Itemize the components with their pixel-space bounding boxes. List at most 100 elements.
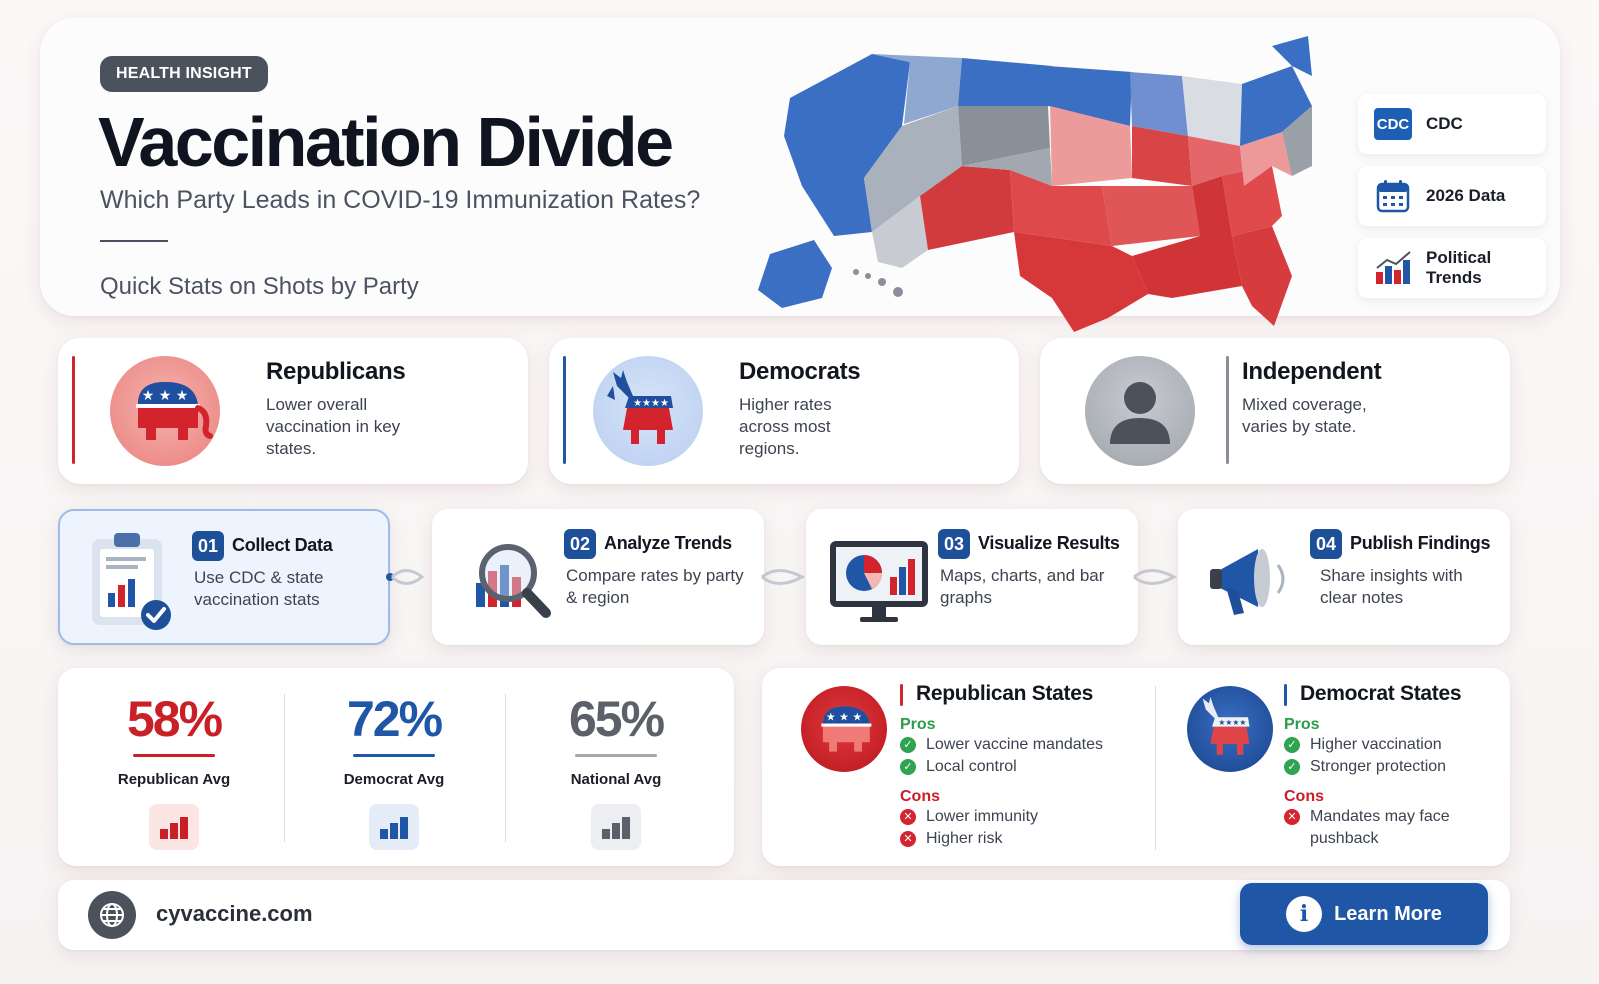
avg-label: National Avg bbox=[570, 771, 662, 788]
website-link[interactable]: cyvaccine.com bbox=[156, 901, 313, 926]
con-item: ✕ Lower immunity bbox=[900, 806, 1103, 828]
bar-chart-icon bbox=[1374, 249, 1412, 287]
avg-label: Democrat Avg bbox=[343, 771, 445, 788]
source-trends: Political Trends bbox=[1358, 238, 1546, 298]
svg-text:★ ★ ★: ★ ★ ★ bbox=[826, 710, 863, 723]
bar-chart-icon bbox=[369, 804, 419, 850]
svg-text:★★★★: ★★★★ bbox=[633, 398, 669, 409]
republican-states-column: Republican States Pros ✓ Lower vaccine ma… bbox=[900, 682, 1103, 850]
svg-text:★ ★ ★: ★ ★ ★ bbox=[142, 388, 189, 404]
step-connector bbox=[1133, 569, 1178, 585]
pros-cons-panel: ★ ★ ★ Republican States Pros ✓ Lower vacc… bbox=[762, 668, 1510, 866]
x-icon: ✕ bbox=[900, 831, 916, 847]
party-card-democrats: ★★★★ Democrats Higher rates across most … bbox=[549, 338, 1019, 484]
learn-more-button[interactable]: i Learn More bbox=[1240, 883, 1488, 945]
step-title: Collect Data bbox=[232, 535, 333, 555]
source-label: 2026 Data bbox=[1426, 186, 1506, 205]
pros-heading: Pros bbox=[900, 716, 936, 733]
donkey-icon: ★★★★ bbox=[593, 356, 703, 466]
step-description: Maps, charts, and bar graphs bbox=[940, 566, 1105, 607]
section-intro: Quick Stats on Shots by Party bbox=[100, 273, 419, 300]
step-number: 01 bbox=[192, 531, 224, 561]
clipboard-icon bbox=[82, 523, 192, 633]
avg-value: 58% bbox=[126, 691, 223, 747]
avg-value: 65% bbox=[568, 691, 665, 747]
pro-item: ✓ Local control bbox=[900, 756, 1103, 778]
check-icon: ✓ bbox=[900, 737, 916, 753]
divider bbox=[505, 694, 506, 842]
accent-bar bbox=[1226, 356, 1229, 464]
us-map-states bbox=[758, 36, 1312, 332]
step-description: Compare rates by party & region bbox=[566, 566, 744, 607]
bar-chart-icon bbox=[149, 804, 199, 850]
step-connector bbox=[386, 569, 425, 585]
step-card-visualize-results[interactable]: 03 Visualize Results Maps, charts, and b… bbox=[806, 509, 1138, 645]
party-title: Democrats bbox=[739, 358, 861, 385]
source-cdc: CDC CDC bbox=[1358, 94, 1546, 154]
avg-underline bbox=[575, 754, 657, 757]
column-title: Republican States bbox=[900, 682, 1103, 706]
step-connector bbox=[761, 569, 806, 585]
step-number: 04 bbox=[1310, 529, 1342, 559]
step-card-analyze-trends[interactable]: 02 Analyze Trends Compare rates by party… bbox=[432, 509, 764, 645]
step-description: Use CDC & state vaccination stats bbox=[194, 568, 324, 609]
us-map-image bbox=[758, 36, 1312, 332]
check-icon: ✓ bbox=[1284, 759, 1300, 775]
avg-republican: 58% Republican Avg bbox=[64, 690, 284, 850]
divider bbox=[1155, 686, 1156, 850]
source-date: 2026 Data bbox=[1358, 166, 1546, 226]
x-icon: ✕ bbox=[1284, 809, 1300, 825]
calendar-icon bbox=[1374, 177, 1412, 215]
step-title: Visualize Results bbox=[978, 533, 1120, 553]
pro-item: ✓ Stronger protection bbox=[1284, 756, 1464, 778]
info-icon: i bbox=[1286, 896, 1323, 932]
party-description: Lower overall vaccination in key states. bbox=[266, 395, 401, 458]
con-item: ✕ Mandates may face pushback bbox=[1284, 806, 1464, 850]
step-card-publish-findings[interactable]: 04 Publish Findings Share insights with … bbox=[1178, 509, 1510, 645]
step-number: 02 bbox=[564, 529, 596, 559]
step-title: Analyze Trends bbox=[604, 533, 732, 553]
person-icon bbox=[1085, 356, 1195, 466]
party-card-republicans: ★ ★ ★ Republicans Lower overall vaccinat… bbox=[58, 338, 528, 484]
accent-bar bbox=[72, 356, 75, 464]
democrat-states-column: Democrat States Pros ✓ Higher vaccination… bbox=[1284, 682, 1464, 850]
monitor-chart-icon bbox=[828, 521, 938, 631]
step-title: Publish Findings bbox=[1350, 533, 1491, 553]
x-icon: ✕ bbox=[900, 809, 916, 825]
pro-item: ✓ Lower vaccine mandates bbox=[900, 734, 1103, 756]
party-title: Independent bbox=[1242, 358, 1382, 385]
averages-panel: 58% Republican Avg 72% Democrat Avg 65% … bbox=[58, 668, 734, 866]
avg-national: 65% National Avg bbox=[506, 690, 726, 850]
button-label: Learn More bbox=[1334, 902, 1442, 925]
hero-banner: HEALTH INSIGHT Vaccination Divide Which … bbox=[40, 18, 1560, 332]
divider bbox=[284, 694, 285, 842]
check-icon: ✓ bbox=[1284, 737, 1300, 753]
pros-heading: Pros bbox=[1284, 716, 1320, 733]
party-description: Higher rates across most regions. bbox=[739, 395, 832, 458]
source-label: CDC bbox=[1426, 114, 1463, 133]
party-title: Republicans bbox=[266, 358, 406, 385]
column-title: Democrat States bbox=[1284, 682, 1464, 706]
check-icon: ✓ bbox=[900, 759, 916, 775]
party-card-independent: Independent Mixed coverage, varies by st… bbox=[1040, 338, 1510, 484]
step-description: Share insights with clear notes bbox=[1320, 566, 1463, 607]
globe-icon bbox=[88, 891, 136, 939]
elephant-icon: ★ ★ ★ bbox=[110, 356, 220, 466]
elephant-icon: ★ ★ ★ bbox=[801, 686, 887, 772]
pro-item: ✓ Higher vaccination bbox=[1284, 734, 1464, 756]
accent-bar bbox=[563, 356, 566, 464]
svg-text:★★★★: ★★★★ bbox=[1218, 718, 1246, 727]
step-card-collect-data[interactable]: 01 Collect Data Use CDC & state vaccinat… bbox=[58, 509, 390, 645]
cons-heading: Cons bbox=[1284, 788, 1324, 805]
bar-chart-icon bbox=[591, 804, 641, 850]
page-subtitle: Which Party Leads in COVID-19 Immunizati… bbox=[100, 186, 701, 214]
cons-heading: Cons bbox=[900, 788, 940, 805]
avg-value: 72% bbox=[346, 691, 443, 747]
source-label: Political Trends bbox=[1426, 248, 1492, 287]
footer-bar: cyvaccine.com i Learn More bbox=[58, 880, 1510, 950]
page-title: Vaccination Divide bbox=[98, 103, 674, 181]
avg-underline bbox=[133, 754, 215, 757]
step-number: 03 bbox=[938, 529, 970, 559]
megaphone-icon bbox=[1200, 521, 1310, 631]
avg-label: Republican Avg bbox=[117, 771, 231, 788]
